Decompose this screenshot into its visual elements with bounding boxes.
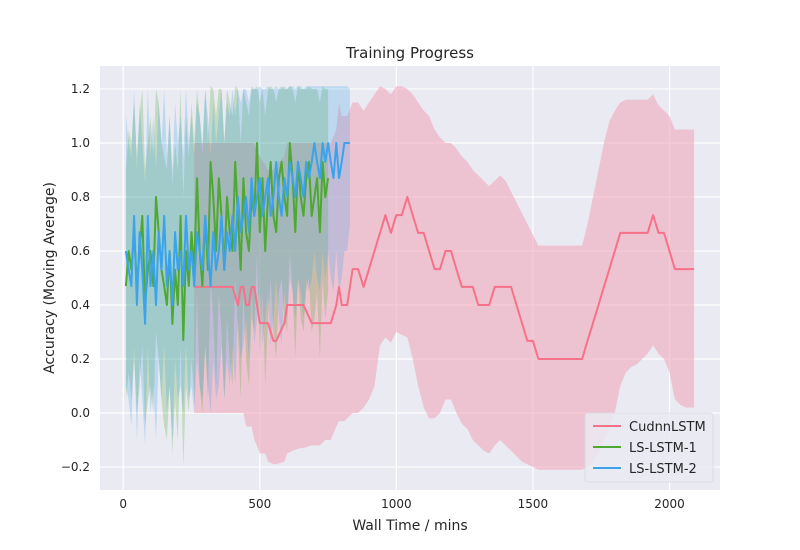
x-tick-label: 500 <box>248 497 271 511</box>
band-ls-lstm-2 <box>125 86 350 446</box>
line-cudnnlstm <box>194 196 695 360</box>
band-cudnnlstm <box>194 86 695 470</box>
y-axis-ticks: −0.2 0.0 0.2 0.4 0.6 0.8 1.0 1.2 <box>61 82 90 474</box>
y-tick-label: −0.2 <box>61 460 90 474</box>
y-tick-label: 0.4 <box>71 298 90 312</box>
legend: CudnnLSTM LS-LSTM-1 LS-LSTM-2 <box>584 412 714 483</box>
y-tick-label: 0.8 <box>71 190 90 204</box>
x-axis-label: Wall Time / mins <box>352 518 467 534</box>
legend-label-ls-lstm-1: LS-LSTM-1 <box>629 441 697 456</box>
y-tick-label: 1.0 <box>71 136 90 150</box>
series-lines <box>124 142 695 360</box>
legend-label-cudnnlstm: CudnnLSTM <box>629 420 706 435</box>
legend-label-ls-lstm-2: LS-LSTM-2 <box>629 462 697 477</box>
line-ls-lstm-2 <box>124 142 350 325</box>
x-tick-label: 1500 <box>518 497 549 511</box>
x-tick-label: 1000 <box>381 497 412 511</box>
chart-title: Training Progress <box>345 44 474 62</box>
y-tick-label: 1.2 <box>71 82 90 96</box>
y-tick-label: 0.2 <box>71 352 90 366</box>
y-tick-label: 0.0 <box>71 406 90 420</box>
legend-box <box>584 412 714 483</box>
x-tick-label: 0 <box>119 497 127 511</box>
y-axis-label: Accuracy (Moving Average) <box>42 182 58 374</box>
y-tick-label: 0.6 <box>71 244 90 258</box>
x-tick-label: 2000 <box>654 497 685 511</box>
x-axis-ticks: 0 500 1000 1500 2000 <box>119 497 684 511</box>
